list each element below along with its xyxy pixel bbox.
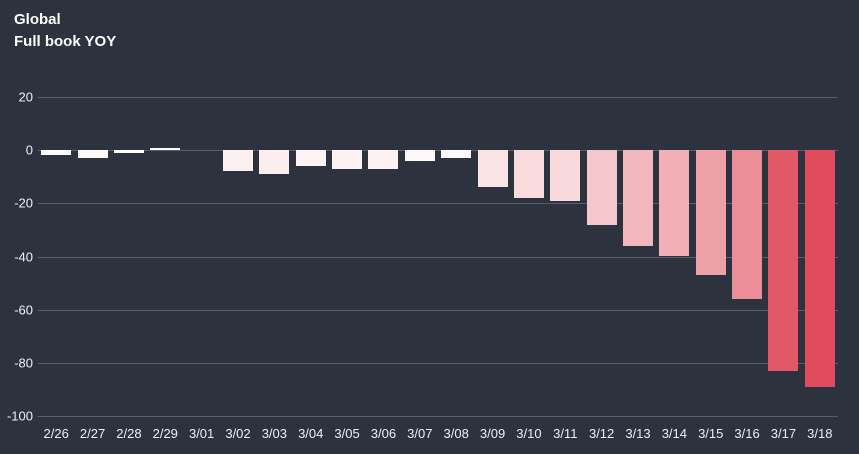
y-tick-label: -60 <box>14 302 33 318</box>
bar <box>441 150 472 159</box>
x-tick-label: 3/07 <box>407 426 433 441</box>
x-tick-label: 3/10 <box>516 426 542 441</box>
plot-area <box>38 97 838 417</box>
x-tick-label: 3/04 <box>298 426 324 441</box>
gridline <box>38 203 838 205</box>
x-tick-label: 2/28 <box>116 426 142 441</box>
bar <box>659 150 690 257</box>
x-tick-label: 2/29 <box>152 426 178 441</box>
x-tick-label: 2/26 <box>43 426 69 441</box>
gridline <box>38 97 838 98</box>
bar <box>41 150 72 156</box>
chart-title: Global <box>14 11 61 28</box>
x-tick-label: 3/09 <box>479 426 506 441</box>
bar <box>77 150 108 159</box>
x-tick-label: 3/18 <box>807 426 833 441</box>
x-tick-label: 3/15 <box>698 426 724 441</box>
x-tick-label: 3/17 <box>770 426 797 441</box>
bar <box>113 150 144 153</box>
bar <box>586 150 617 225</box>
gridline <box>38 256 838 258</box>
x-tick-label: 3/01 <box>188 426 215 441</box>
x-tick-label: 3/05 <box>334 426 360 441</box>
x-tick-label: 3/03 <box>261 426 288 441</box>
bar <box>768 150 799 371</box>
bar <box>332 150 363 169</box>
x-tick-label: 3/13 <box>625 426 651 441</box>
bar <box>368 150 399 169</box>
x-tick-label: 3/08 <box>443 426 469 441</box>
bar <box>477 150 508 188</box>
y-tick-label: 0 <box>25 142 33 158</box>
y-tick-label: -80 <box>14 355 33 371</box>
y-tick-label: 20 <box>18 89 33 105</box>
y-tick-label: -20 <box>14 195 33 211</box>
x-tick-label: 3/16 <box>734 426 760 441</box>
y-axis: 20 0 -20 -40 -60 -80 -100 <box>0 90 33 424</box>
bar <box>513 150 544 198</box>
gridline <box>38 309 838 311</box>
x-tick-label: 3/11 <box>553 426 578 441</box>
chart-subtitle: Full book YOY <box>14 33 117 50</box>
bar <box>404 150 435 161</box>
x-tick-label: 3/12 <box>588 426 615 441</box>
bar <box>623 150 653 246</box>
y-tick-label: -40 <box>14 249 33 264</box>
chart-title-block: Global Full book YOY <box>14 9 116 53</box>
x-tick-label: 2/27 <box>79 426 106 441</box>
x-tick-label: 3/06 <box>370 426 397 441</box>
bar <box>223 150 253 172</box>
bar <box>150 147 181 151</box>
bar <box>295 150 326 167</box>
x-axis: 2/26 2/27 2/28 2/29 3/01 3/02 3/03 3/04 3/05 3/06… <box>38 424 838 444</box>
gridline <box>38 150 838 152</box>
x-tick-label: 3/14 <box>661 426 688 441</box>
y-tick-label: -100 <box>6 408 33 424</box>
x-tick-label: 3/02 <box>225 426 251 441</box>
bar <box>732 150 763 300</box>
bar <box>259 150 290 175</box>
bar <box>695 150 726 276</box>
gridline <box>38 416 838 417</box>
bar <box>804 150 835 387</box>
bar <box>550 150 581 201</box>
gridline <box>38 362 838 364</box>
